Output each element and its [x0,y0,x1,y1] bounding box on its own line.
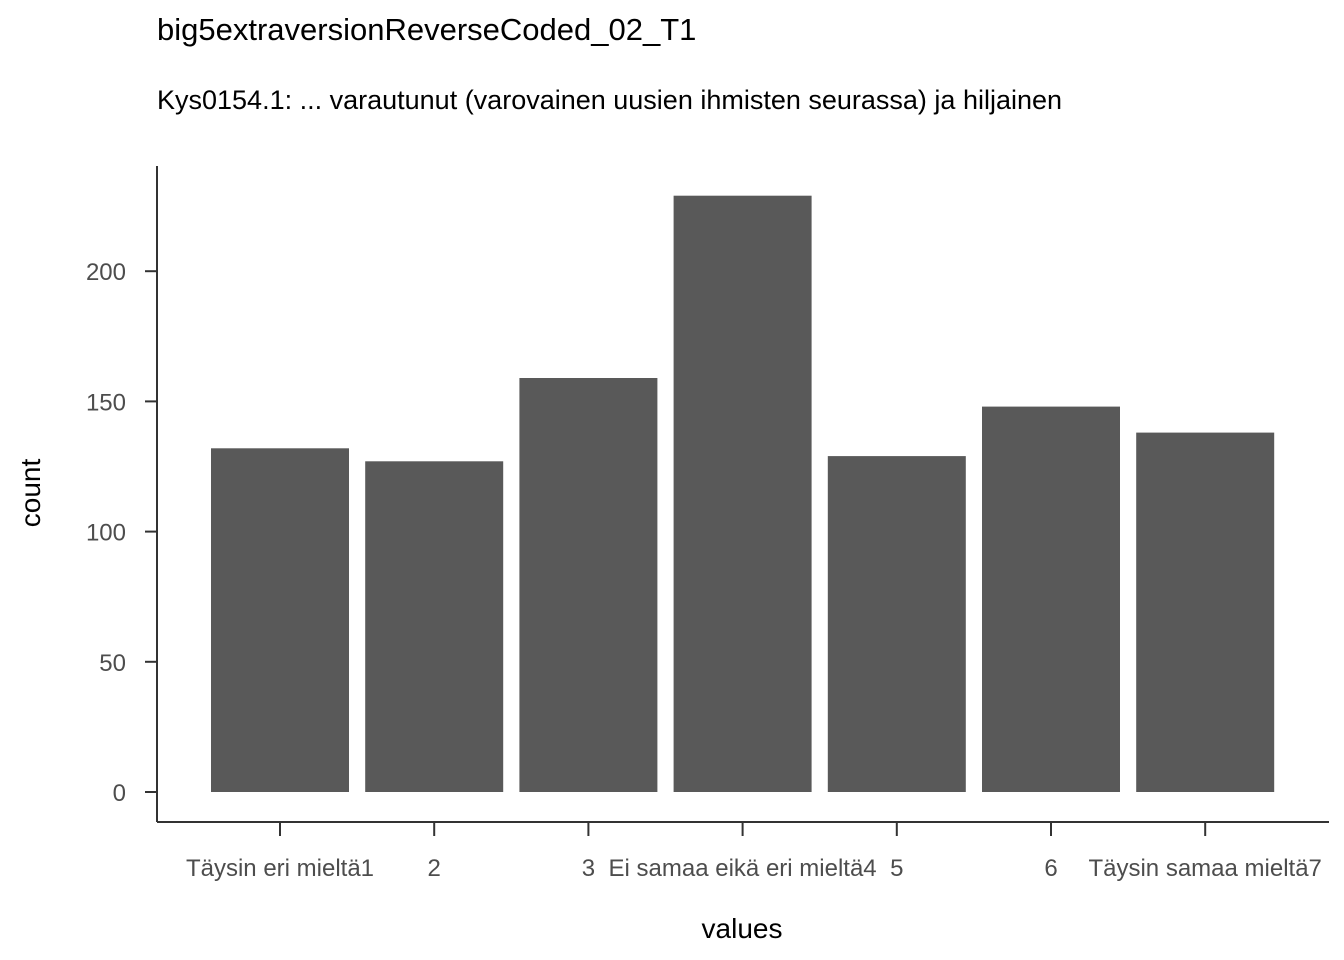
y-ticks-group: 0 50 100 150 200 [86,259,157,807]
y-axis-label: count [15,459,46,528]
y-tick-label: 50 [99,650,126,677]
x-tick-label: 2 [428,855,441,882]
x-tick-label: 6 [1044,855,1057,882]
x-tick-label: Täysin eri mieltä1 [186,855,374,882]
chart-title: big5extraversionReverseCoded_02_T1 [157,12,697,47]
bar-5 [827,456,966,792]
bar-1 [211,448,349,792]
x-ticks-group: Täysin eri mieltä1 2 3 Ei samaa eikä eri mi… [186,822,1322,882]
x-axis-label: values [702,913,783,944]
x-tick-label: 5 [890,855,903,882]
bar-6 [982,406,1120,792]
x-tick-label: Täysin samaa mieltä7 [1088,855,1321,882]
bar-7 [1136,432,1275,792]
bar-3 [519,378,658,792]
bar-4 [673,195,812,792]
y-tick-label: 100 [86,520,126,547]
bars-group [211,195,1275,792]
chart-subtitle: Kys0154.1: ... varautunut (varovainen uu… [157,85,1063,115]
y-tick-label: 200 [86,259,126,286]
bar-2 [365,461,504,792]
y-tick-label: 150 [86,389,126,416]
x-tick-label: Ei samaa eikä eri mieltä4 [609,855,877,882]
y-tick-label: 0 [113,780,126,807]
x-tick-label: 3 [582,855,595,882]
